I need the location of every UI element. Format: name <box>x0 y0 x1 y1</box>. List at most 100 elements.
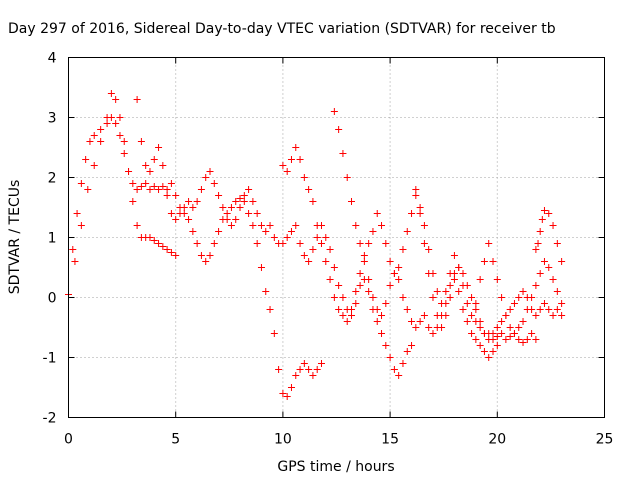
data-point <box>185 216 193 223</box>
data-point <box>360 252 368 259</box>
data-point <box>270 330 278 337</box>
data-point <box>459 306 467 313</box>
data-point <box>489 348 497 355</box>
data-point <box>549 276 557 283</box>
data-point <box>506 333 514 340</box>
data-point <box>493 342 501 349</box>
data-point <box>558 258 566 265</box>
data-point <box>450 276 458 283</box>
data-point <box>137 138 145 145</box>
data-point <box>472 336 480 343</box>
data-point <box>382 300 390 307</box>
data-point <box>129 198 137 205</box>
data-point <box>468 312 476 319</box>
data-point <box>378 330 386 337</box>
data-point <box>442 288 450 295</box>
data-point <box>296 156 304 163</box>
data-point <box>172 216 180 223</box>
series-1 <box>71 90 180 265</box>
data-point <box>532 312 540 319</box>
data-point <box>489 258 497 265</box>
data-point <box>459 270 467 277</box>
data-point <box>326 276 334 283</box>
data-point <box>545 210 553 217</box>
chart-title: Day 297 of 2016, Sidereal Day-to-day VTE… <box>8 21 556 37</box>
data-point <box>438 300 446 307</box>
data-point <box>463 318 471 325</box>
series-3 <box>279 144 501 361</box>
data-point <box>343 318 351 325</box>
data-point <box>300 252 308 259</box>
data-point <box>300 360 308 367</box>
data-point <box>279 390 287 397</box>
data-point <box>253 210 261 217</box>
data-point <box>129 180 137 187</box>
data-point <box>433 312 441 319</box>
data-point <box>403 228 411 235</box>
data-point <box>335 306 343 313</box>
data-point <box>528 306 536 313</box>
data-point <box>257 222 265 229</box>
data-point <box>317 240 325 247</box>
data-point <box>210 240 218 247</box>
data-point <box>107 90 115 97</box>
data-point <box>378 222 386 229</box>
data-point <box>313 222 321 229</box>
data-point <box>489 330 497 337</box>
data-point <box>279 162 287 169</box>
data-point <box>408 210 416 217</box>
x-axis-label: GPS time / hours <box>277 459 394 475</box>
data-point <box>536 228 544 235</box>
data-point <box>416 204 424 211</box>
data-point <box>283 168 291 175</box>
data-point <box>296 366 304 373</box>
series-2 <box>133 96 416 379</box>
data-point <box>90 162 98 169</box>
data-point <box>493 333 501 340</box>
data-point <box>309 372 317 379</box>
data-point <box>463 282 471 289</box>
data-point <box>463 300 471 307</box>
axis-ticks <box>68 57 605 418</box>
data-point <box>197 252 205 259</box>
data-point <box>399 360 407 367</box>
data-point <box>515 336 523 343</box>
data-point <box>335 282 343 289</box>
data-point <box>313 366 321 373</box>
data-point <box>519 288 527 295</box>
data-point <box>189 204 197 211</box>
data-point <box>330 108 338 115</box>
data-point <box>240 192 248 199</box>
data-point <box>549 312 557 319</box>
data-point <box>116 132 124 139</box>
data-point <box>348 198 356 205</box>
x-tick-label: 25 <box>596 432 614 448</box>
y-tick-label: 3 <box>48 111 57 127</box>
data-point <box>223 210 231 217</box>
data-point <box>553 306 561 313</box>
data-point <box>360 258 368 265</box>
data-point <box>390 270 398 277</box>
data-point <box>150 156 158 163</box>
data-point <box>232 216 240 223</box>
data-point <box>155 144 163 151</box>
y-tick-label: -1 <box>43 351 57 367</box>
data-point <box>382 240 390 247</box>
data-point <box>335 126 343 133</box>
data-point <box>292 372 300 379</box>
data-point <box>215 192 223 199</box>
data-point <box>292 144 300 151</box>
data-point <box>266 222 274 229</box>
data-point <box>142 162 150 169</box>
data-point <box>403 306 411 313</box>
data-point <box>309 246 317 253</box>
data-point <box>485 240 493 247</box>
data-point <box>305 366 313 373</box>
data-point <box>506 306 514 313</box>
data-point <box>249 198 257 205</box>
data-point <box>532 282 540 289</box>
data-point <box>455 288 463 295</box>
data-point <box>197 186 205 193</box>
data-point <box>71 258 79 265</box>
series-7 <box>472 288 566 343</box>
